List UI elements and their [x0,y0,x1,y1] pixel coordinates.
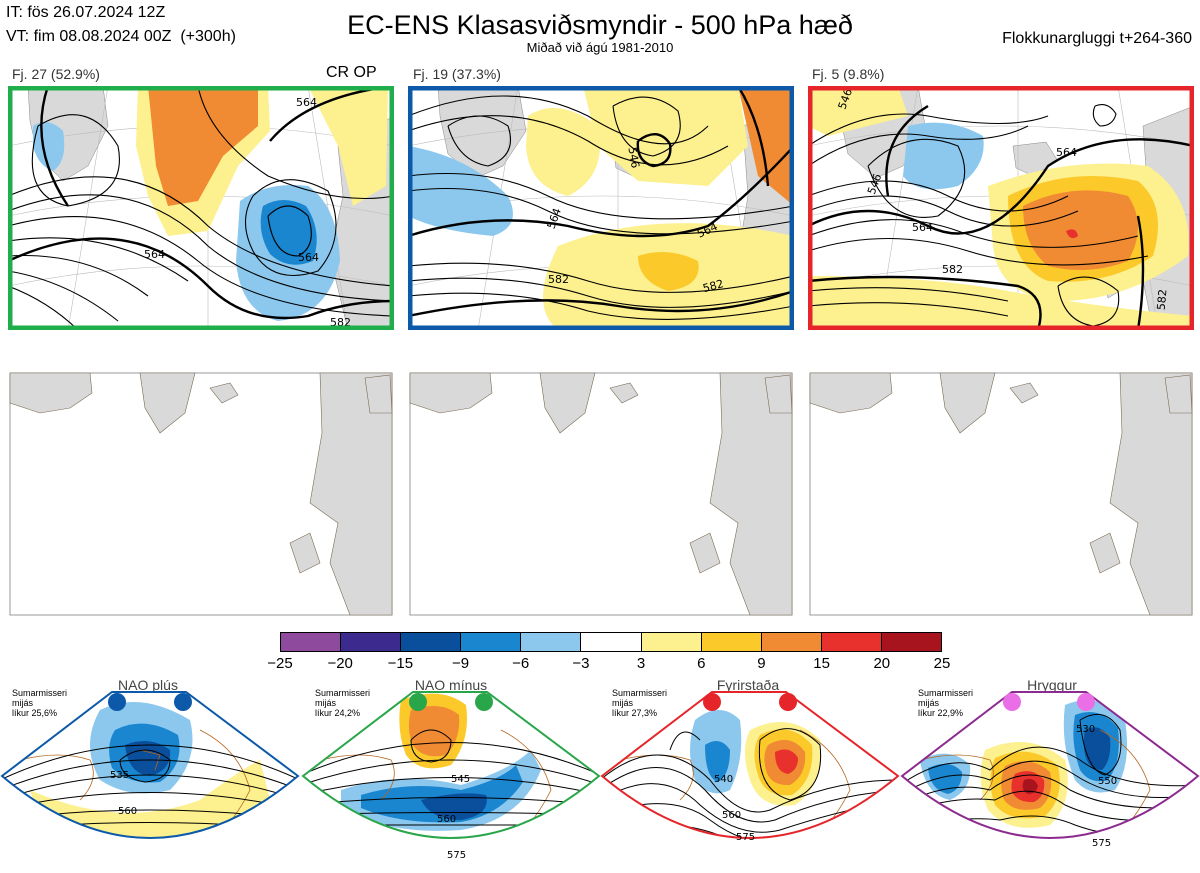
colorbar-tick: 3 [636,655,646,672]
page-title: EC-ENS Klasasviðsmyndir - 500 hPa hæð [347,10,853,40]
contour-label: 582 [942,263,963,276]
colorbar-tick: −6 [512,655,530,672]
regime-2-title: NAO mínus [414,677,488,693]
valid-time: VT: fim 08.08.2024 00Z (+300h) [6,28,236,45]
contour-label: 530 [1076,724,1095,735]
colorbar-swatch [521,633,582,651]
contour-label: 575 [1092,838,1111,849]
contour-label: 545 [451,774,470,785]
colorbar-swatch [461,633,522,651]
regime-map-ridge: 530 550 575 [900,690,1200,873]
regime-4-dot-right [1077,693,1095,711]
panel-2-frame [408,86,794,330]
colorbar-tick: −9 [451,655,470,672]
regime-1-dot-left [108,693,126,711]
colorbar-tick: 20 [873,655,891,672]
regime-4-info: Sumarmisseri mijás líkur 22,9% [918,688,974,718]
regime-4-title: Hryggur [1027,677,1077,693]
contour-label: 564 [1056,146,1077,159]
regime-1-title: NAO plús [118,677,178,693]
contour-label: 560 [722,810,741,821]
regime-3-frame [600,691,900,839]
classification-window: Flokkunargluggi t+264-360 [1002,30,1192,47]
contour-label: 560 [437,814,456,825]
colorbar-tick: −3 [572,655,590,672]
page-subtitle: Miðað við ágú 1981-2010 [526,40,674,55]
regime-2-dot-left [409,693,427,711]
colorbar-swatch [701,633,762,651]
panel-1-tag: CR OP [326,64,377,81]
colorbar-tick: 9 [757,655,766,672]
panel-3-label: Fj. 5 (9.8%) [812,66,885,82]
colorbar-tick: −20 [327,655,353,672]
regime-2-dot-right [475,693,493,711]
regime-3-info: Sumarmisseri mijás líkur 27,3% [612,688,668,718]
panel-3-frame [808,86,1194,330]
colorbar-swatch [281,633,342,651]
colorbar-swatch [761,633,822,651]
contour-label: 564 [144,248,165,261]
contour-label: 575 [447,850,466,861]
contour-label: 564 [912,221,933,234]
panel-1-frame [8,86,394,330]
colorbar-tick: 25 [933,655,951,672]
regime-map-nao-plus: 535 560 [0,690,300,873]
cluster-map-2: 546 564 564 582 582 [408,86,794,330]
cluster-map-3: 546 564 546 582 564 582 [808,86,1194,330]
regime-3-dot-left [703,693,721,711]
regime-4-frame [900,691,1200,839]
empty-map-3 [809,372,1193,621]
regime-2-info: Sumarmisseri mijás líkur 24,2% [315,688,371,718]
contour-label: 575 [736,832,755,843]
colorbar-swatch [401,633,462,651]
colorbar-swatch [821,633,882,651]
contour-label: 560 [118,806,137,817]
colorbar-tick: 15 [813,655,830,672]
regime-map-blocking: 540 560 575 [600,690,900,873]
colorbar-tick: −15 [387,655,414,672]
panel-2-label: Fj. 19 (37.3%) [413,66,501,82]
colorbar [280,632,942,652]
regime-3-dot-right [779,693,797,711]
colorbar-swatch [581,633,642,651]
colorbar-swatch [641,633,702,651]
colorbar-tick: 6 [697,655,706,672]
contour-label: 582 [548,273,569,286]
contour-label: 546 [625,146,641,169]
init-time: IT: fös 26.07.2024 12Z [6,4,166,21]
regime-4-dot-left [1003,693,1021,711]
contour-label: 582 [1155,289,1170,311]
regime-1-frame [0,691,300,839]
regime-3-title: Fyrirstaða [716,677,780,693]
contour-label: 564 [298,251,319,264]
regime-1-info: Sumarmisseri mijás líkur 25,6% [12,688,68,718]
panel-1-label: Fj. 27 (52.9%) [12,66,100,82]
empty-map-1 [9,372,393,621]
contour-label: 582 [701,277,725,295]
contour-label: 540 [714,774,733,785]
contour-label: 564 [296,96,317,109]
regime-2-frame [301,691,601,839]
colorbar-swatch [341,633,402,651]
colorbar-tick: −25 [267,655,293,672]
regime-map-nao-minus: 545 560 575 [301,690,601,873]
regime-1-dot-right [174,693,192,711]
empty-map-2 [409,372,793,621]
contour-label: 550 [1098,776,1117,787]
cluster-map-1: 564 564 564 582 [8,86,394,330]
colorbar-swatch [881,633,942,651]
contour-label: 535 [110,770,129,781]
